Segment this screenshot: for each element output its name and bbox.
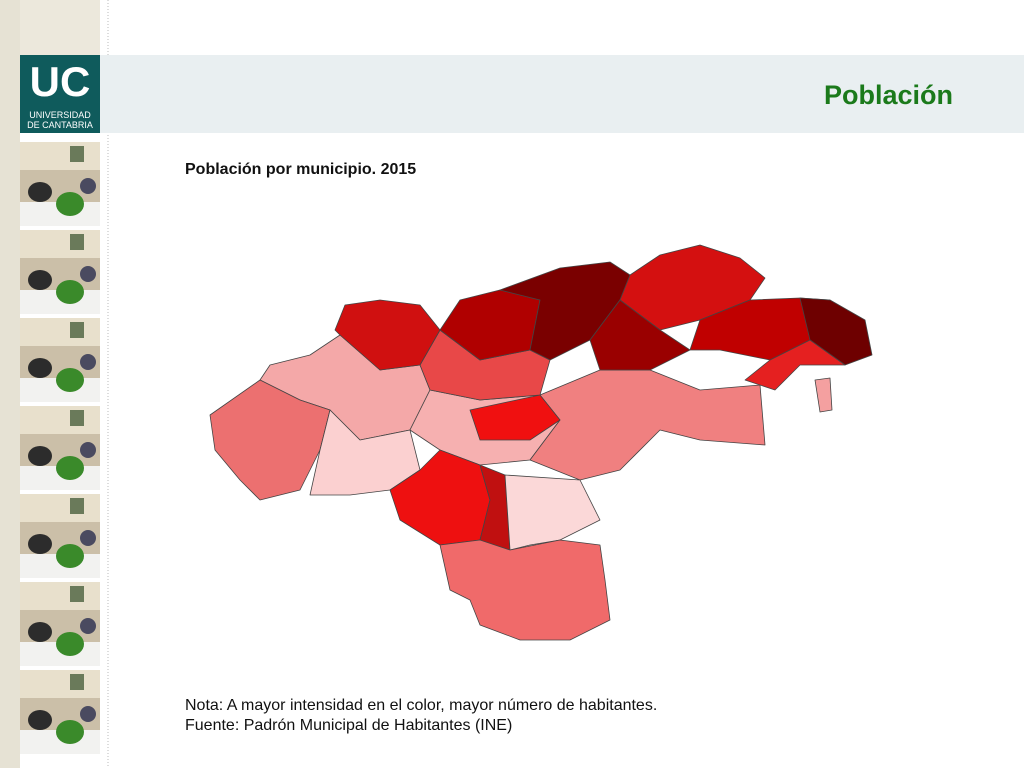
photo-part: [70, 146, 84, 162]
logo-subtitle: DE CANTABRIA: [27, 120, 93, 130]
photo-part: [20, 318, 100, 346]
photo-part: [56, 368, 84, 392]
municipio: [814, 377, 833, 413]
photo-part: [20, 142, 100, 170]
photo-part: [70, 586, 84, 602]
photo-part: [28, 446, 52, 466]
photo-part: [70, 234, 84, 250]
side-strip: [0, 0, 20, 768]
photo-part: [80, 618, 96, 634]
photo-part: [80, 178, 96, 194]
photo-part: [56, 456, 84, 480]
photo-part: [80, 354, 96, 370]
photo-part: [80, 530, 96, 546]
photo-part: [28, 534, 52, 554]
photo-part: [28, 710, 52, 730]
photo-part: [20, 670, 100, 698]
map: [209, 244, 873, 641]
photo-part: [70, 410, 84, 426]
photo-part: [56, 280, 84, 304]
photo-part: [28, 270, 52, 290]
map-title: Población por municipio. 2015: [185, 161, 416, 178]
photo-part: [70, 674, 84, 690]
photo-part: [70, 322, 84, 338]
municipio: [744, 339, 846, 391]
photo-part: [56, 632, 84, 656]
photo-column: [20, 142, 100, 754]
municipio: [504, 474, 601, 551]
source: Fuente: Padrón Municipal de Habitantes (…: [185, 717, 512, 734]
photo-part: [28, 622, 52, 642]
municipio: [439, 539, 611, 641]
municipio: [469, 394, 561, 441]
side-top: [20, 0, 100, 55]
municipio: [529, 369, 766, 481]
photo-part: [20, 494, 100, 522]
slide-title: Población: [824, 80, 953, 110]
photo-part: [80, 706, 96, 722]
photo-part: [56, 544, 84, 568]
photo-part: [80, 442, 96, 458]
photo-part: [20, 406, 100, 434]
photo-part: [56, 192, 84, 216]
photo-part: [56, 720, 84, 744]
photo-part: [28, 182, 52, 202]
photo-part: [20, 230, 100, 258]
header-bar: [100, 55, 1024, 133]
logo: [20, 55, 100, 133]
municipio: [209, 379, 331, 501]
logo-text: UC: [30, 58, 91, 105]
photo-part: [28, 358, 52, 378]
photo-part: [80, 266, 96, 282]
photo-part: [20, 582, 100, 610]
note: Nota: A mayor intensidad en el color, ma…: [185, 697, 657, 714]
logo-subtitle: UNIVERSIDAD: [29, 110, 91, 120]
photo-part: [70, 498, 84, 514]
